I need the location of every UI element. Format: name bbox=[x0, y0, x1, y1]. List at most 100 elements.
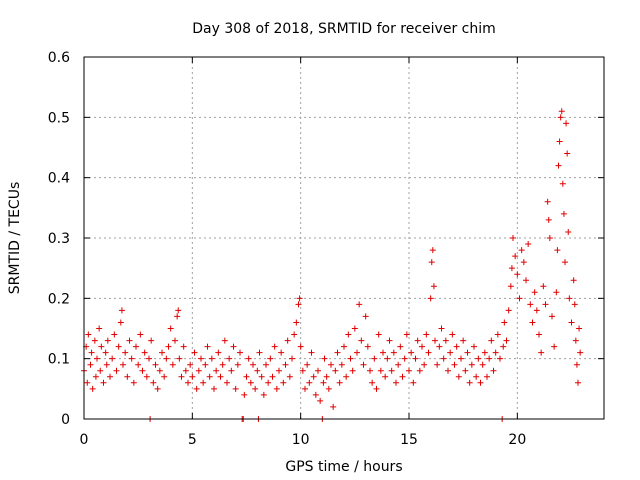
data-point bbox=[282, 361, 289, 368]
data-point bbox=[494, 331, 501, 338]
data-point bbox=[531, 289, 538, 296]
data-point bbox=[315, 367, 321, 374]
data-point bbox=[458, 355, 464, 362]
data-point bbox=[358, 337, 365, 344]
data-point bbox=[111, 331, 118, 338]
data-point bbox=[451, 361, 458, 368]
data-point bbox=[527, 301, 534, 308]
data-point bbox=[390, 349, 397, 356]
data-point bbox=[213, 367, 220, 374]
data-point bbox=[403, 331, 410, 338]
data-point bbox=[455, 373, 462, 380]
data-point bbox=[267, 355, 274, 362]
data-point bbox=[408, 349, 415, 356]
data-point bbox=[568, 319, 575, 326]
data-point bbox=[380, 349, 386, 356]
data-point bbox=[508, 265, 515, 272]
data-point bbox=[317, 397, 324, 404]
data-point bbox=[284, 337, 291, 344]
data-point bbox=[85, 331, 92, 338]
data-point bbox=[152, 361, 159, 368]
data-point bbox=[430, 283, 437, 290]
data-point bbox=[536, 331, 542, 338]
data-point bbox=[280, 379, 287, 386]
data-point bbox=[103, 361, 110, 368]
data-point bbox=[176, 355, 183, 362]
data-point bbox=[174, 313, 181, 320]
data-point bbox=[310, 373, 317, 380]
data-point bbox=[122, 349, 129, 356]
data-point bbox=[338, 361, 345, 368]
y-tick-label: 0.4 bbox=[48, 171, 70, 187]
data-point bbox=[180, 343, 187, 350]
data-point bbox=[87, 361, 94, 368]
data-point bbox=[91, 337, 98, 344]
y-axis-label: SRMTID / TECUs bbox=[7, 182, 23, 295]
data-point bbox=[182, 367, 189, 374]
data-point bbox=[143, 373, 150, 380]
data-point bbox=[577, 349, 584, 356]
data-point bbox=[549, 313, 555, 320]
data-point bbox=[263, 361, 269, 368]
data-point bbox=[540, 283, 547, 290]
data-point bbox=[154, 385, 161, 392]
data-point bbox=[135, 361, 142, 368]
data-point bbox=[156, 367, 163, 374]
data-point bbox=[159, 349, 165, 356]
data-point bbox=[304, 361, 311, 368]
data-point bbox=[492, 349, 499, 356]
data-point bbox=[384, 355, 391, 362]
data-point bbox=[241, 391, 248, 398]
x-tick-label: 15 bbox=[400, 432, 418, 448]
y-tick-label: 0.6 bbox=[48, 50, 70, 66]
data-point bbox=[232, 385, 239, 392]
data-point bbox=[260, 391, 267, 398]
data-point bbox=[139, 367, 146, 374]
data-point bbox=[464, 349, 471, 356]
data-point bbox=[312, 391, 319, 398]
data-point bbox=[375, 331, 382, 338]
data-point bbox=[416, 367, 423, 374]
data-point bbox=[117, 319, 124, 326]
data-point bbox=[466, 379, 473, 386]
data-point bbox=[276, 367, 282, 374]
data-point bbox=[386, 337, 393, 344]
data-point bbox=[191, 349, 198, 356]
data-point bbox=[505, 307, 512, 314]
data-point bbox=[256, 349, 263, 356]
data-point bbox=[88, 349, 95, 356]
data-point bbox=[163, 355, 170, 362]
data-point bbox=[497, 355, 503, 362]
data-point bbox=[211, 385, 217, 392]
data-point bbox=[436, 343, 443, 350]
data-point bbox=[254, 367, 261, 374]
data-point bbox=[551, 343, 558, 350]
data-point bbox=[278, 349, 285, 356]
data-point bbox=[490, 367, 497, 374]
data-point bbox=[565, 228, 572, 235]
data-point bbox=[538, 349, 545, 356]
data-point bbox=[289, 355, 295, 362]
data-point bbox=[434, 361, 441, 368]
data-point bbox=[345, 331, 352, 338]
data-point bbox=[412, 355, 419, 362]
data-point bbox=[141, 349, 148, 356]
data-point bbox=[406, 367, 412, 374]
data-point bbox=[364, 343, 371, 350]
data-point bbox=[234, 361, 241, 368]
data-point bbox=[428, 259, 435, 266]
data-point bbox=[323, 373, 330, 380]
data-point bbox=[475, 355, 482, 362]
data-point bbox=[546, 235, 553, 241]
data-point bbox=[573, 361, 580, 368]
data-point bbox=[438, 325, 445, 332]
data-point bbox=[293, 319, 300, 326]
data-point bbox=[514, 271, 521, 278]
data-point bbox=[230, 343, 237, 350]
data-point bbox=[334, 349, 341, 356]
data-point bbox=[576, 325, 583, 332]
data-point bbox=[362, 313, 369, 320]
x-tick-labels: 0 5 10 15 20 bbox=[80, 432, 527, 448]
data-point bbox=[419, 343, 425, 350]
data-point bbox=[360, 361, 367, 368]
